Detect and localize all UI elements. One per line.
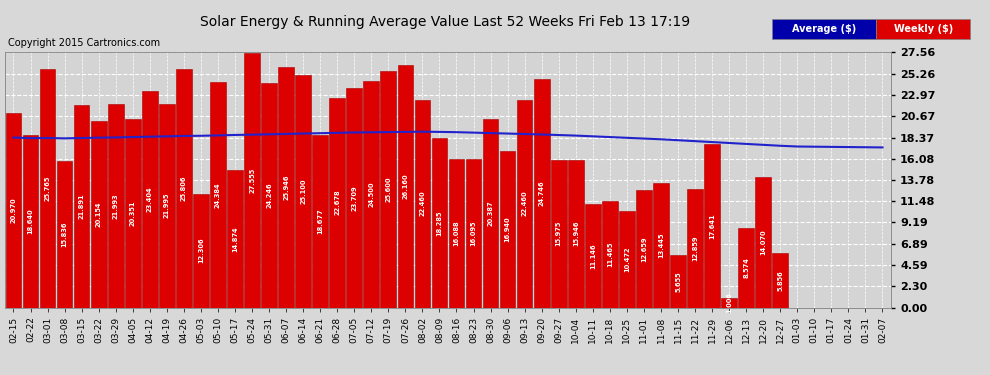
Text: 22.460: 22.460 [420, 191, 426, 216]
Text: 18.640: 18.640 [28, 209, 34, 234]
Bar [602, 201, 618, 308]
Text: 14.874: 14.874 [232, 226, 238, 252]
Text: 11.465: 11.465 [607, 242, 613, 267]
Text: 24.500: 24.500 [368, 182, 374, 207]
Bar [91, 121, 107, 308]
Bar [108, 104, 124, 308]
Text: 15.836: 15.836 [61, 222, 67, 247]
Bar [159, 104, 174, 308]
Text: 24.746: 24.746 [539, 180, 545, 206]
Bar [245, 53, 259, 308]
Bar [739, 228, 754, 308]
Text: 20.154: 20.154 [96, 201, 102, 227]
Bar [500, 151, 516, 308]
Text: 24.246: 24.246 [266, 183, 272, 208]
Text: 26.160: 26.160 [402, 174, 409, 199]
Text: 24.384: 24.384 [215, 182, 221, 207]
Bar [176, 69, 192, 308]
Bar [398, 66, 413, 308]
Bar [432, 138, 447, 308]
Text: Weekly ($): Weekly ($) [894, 24, 952, 34]
Bar [517, 100, 533, 308]
Text: 12.659: 12.659 [641, 236, 646, 262]
Text: 20.970: 20.970 [11, 198, 17, 223]
Text: 15.946: 15.946 [573, 221, 579, 246]
Text: 27.555: 27.555 [249, 167, 255, 193]
Text: 22.460: 22.460 [522, 191, 528, 216]
Bar [448, 159, 464, 308]
Bar [568, 160, 584, 308]
Text: 16.940: 16.940 [505, 216, 511, 242]
Text: Copyright 2015 Cartronics.com: Copyright 2015 Cartronics.com [8, 38, 160, 48]
Text: 16.088: 16.088 [453, 220, 459, 246]
Text: Solar Energy & Running Average Value Last 52 Weeks Fri Feb 13 17:19: Solar Energy & Running Average Value Las… [200, 15, 691, 29]
Bar [210, 82, 226, 308]
Bar [687, 189, 703, 308]
Text: 11.146: 11.146 [590, 243, 596, 269]
Bar [755, 177, 771, 308]
Text: 20.351: 20.351 [130, 201, 136, 226]
Text: 12.859: 12.859 [692, 235, 698, 261]
Text: 17.641: 17.641 [709, 213, 715, 239]
Text: 23.404: 23.404 [147, 186, 152, 212]
Text: 25.765: 25.765 [45, 176, 50, 201]
Bar [330, 98, 346, 308]
Bar [465, 159, 481, 308]
Bar [295, 75, 311, 308]
Bar [585, 204, 601, 308]
Bar [227, 170, 243, 308]
Text: 25.806: 25.806 [181, 176, 187, 201]
Text: 12.306: 12.306 [198, 238, 204, 263]
Text: 14.070: 14.070 [760, 230, 766, 255]
Text: 5.856: 5.856 [777, 270, 783, 291]
Text: 21.891: 21.891 [78, 194, 84, 219]
Bar [261, 83, 277, 308]
Text: 23.709: 23.709 [351, 185, 357, 211]
Bar [312, 135, 328, 308]
Bar [278, 68, 294, 308]
Text: 10.472: 10.472 [624, 246, 630, 272]
Text: 25.600: 25.600 [385, 176, 391, 202]
Text: 21.993: 21.993 [113, 193, 119, 219]
Bar [653, 183, 669, 308]
Text: 5.655: 5.655 [675, 271, 681, 292]
Bar [74, 105, 89, 308]
Bar [363, 81, 379, 308]
Bar [722, 298, 737, 307]
Bar [40, 69, 55, 308]
Text: Average ($): Average ($) [792, 24, 855, 34]
Bar [193, 194, 209, 308]
Text: 25.100: 25.100 [300, 178, 306, 204]
Text: 15.975: 15.975 [555, 221, 561, 246]
Text: 1.006: 1.006 [726, 292, 733, 314]
Bar [415, 100, 431, 308]
Text: 22.678: 22.678 [335, 190, 341, 215]
Bar [6, 114, 22, 308]
Text: 8.574: 8.574 [743, 257, 749, 278]
Text: 16.095: 16.095 [470, 220, 476, 246]
Bar [670, 255, 686, 308]
Bar [550, 160, 566, 308]
Text: 18.285: 18.285 [437, 210, 443, 236]
Text: 21.995: 21.995 [163, 193, 170, 219]
Bar [534, 78, 549, 308]
Bar [704, 144, 720, 308]
Bar [483, 119, 498, 308]
Bar [346, 88, 362, 308]
Bar [380, 70, 396, 308]
Text: 18.677: 18.677 [317, 208, 323, 234]
Bar [142, 91, 157, 308]
Text: 13.445: 13.445 [658, 232, 664, 258]
Bar [56, 161, 72, 308]
Bar [637, 190, 651, 308]
Bar [125, 119, 141, 308]
Text: 25.946: 25.946 [283, 175, 289, 200]
Bar [772, 254, 788, 308]
Bar [23, 135, 39, 308]
Bar [619, 211, 635, 308]
Text: 20.387: 20.387 [487, 200, 494, 226]
